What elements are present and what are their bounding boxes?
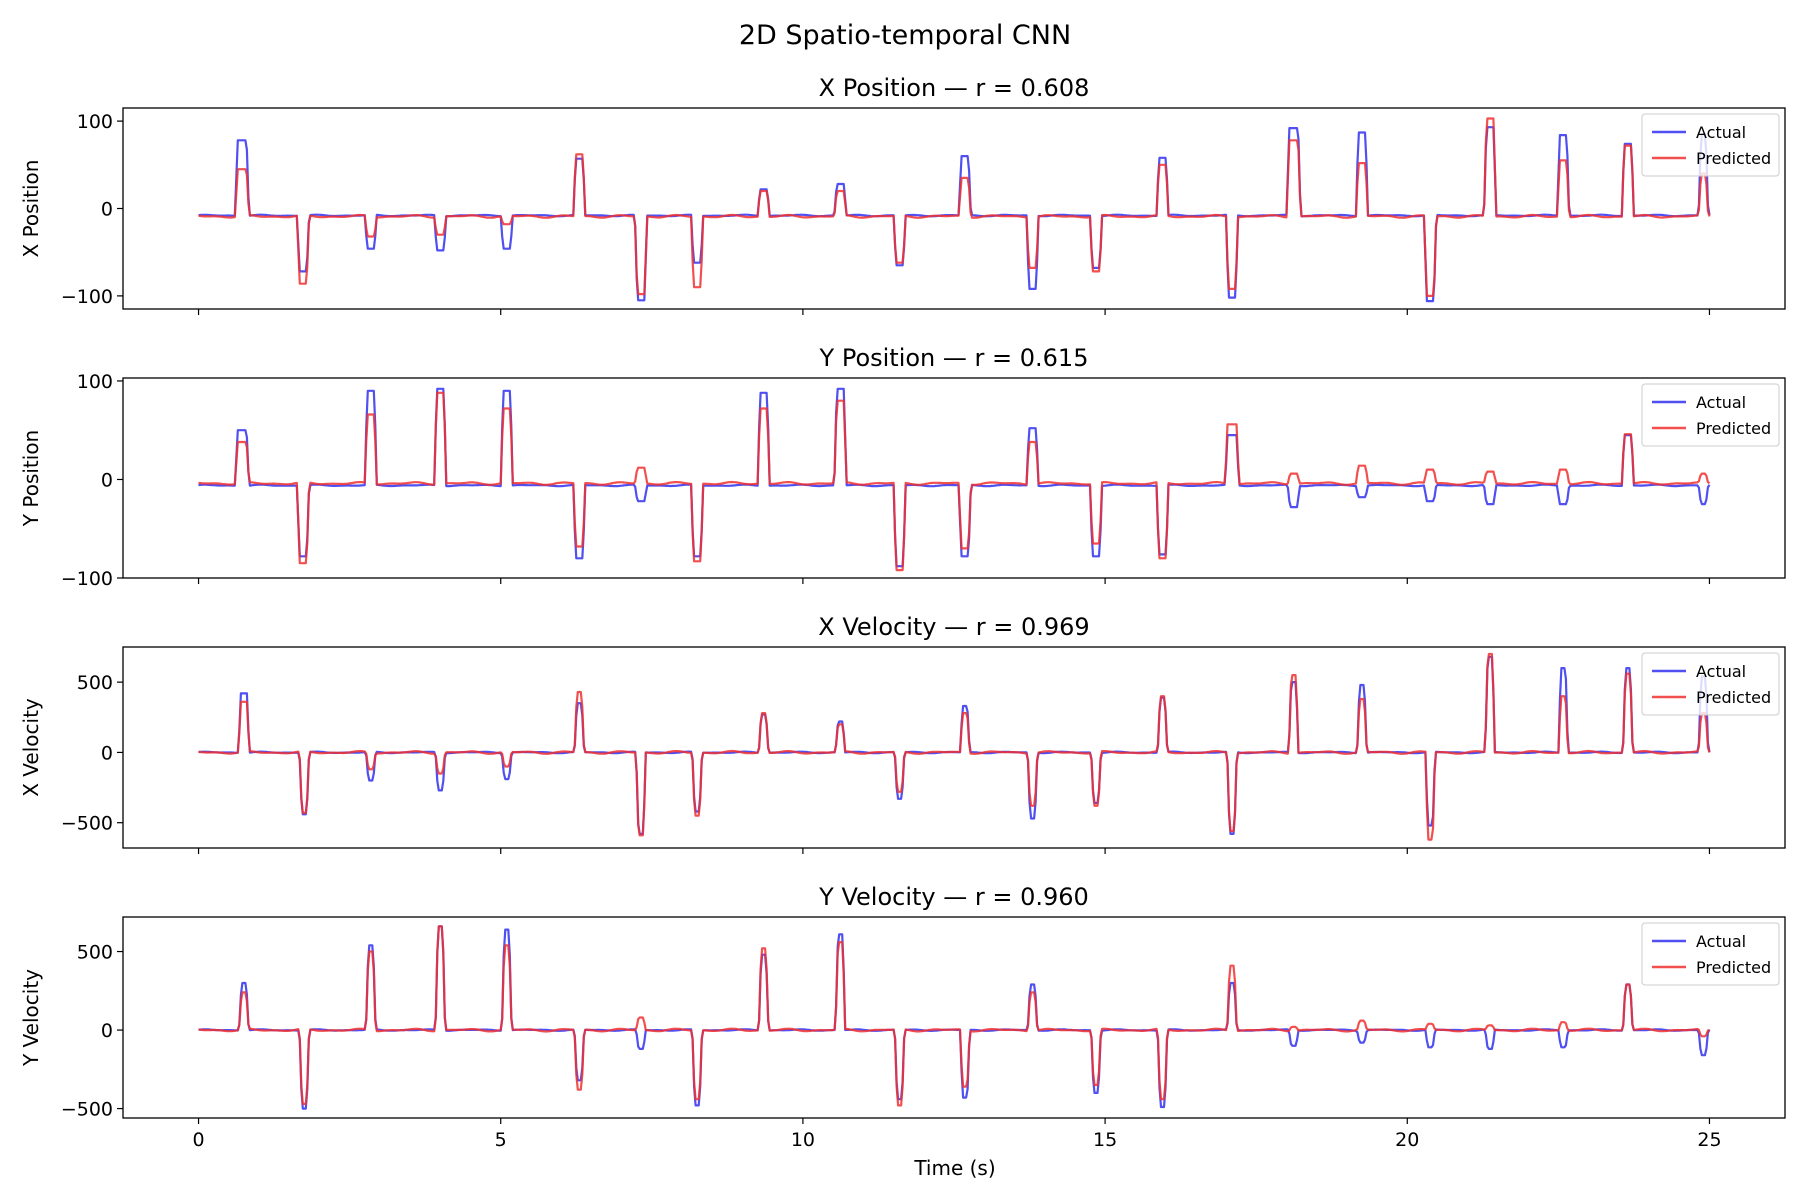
y-axis-label: Y Position bbox=[19, 430, 43, 527]
predicted-line bbox=[198, 117, 1711, 297]
x-tick-label: 15 bbox=[1093, 1129, 1117, 1151]
y-tick-label: 500 bbox=[77, 672, 113, 694]
legend: Actual Predicted bbox=[1641, 922, 1780, 986]
y-tick-label: 100 bbox=[77, 371, 113, 393]
legend-label-predicted: Predicted bbox=[1696, 958, 1771, 977]
legend-label-actual: Actual bbox=[1696, 123, 1746, 142]
y-tick-label: −100 bbox=[61, 286, 113, 308]
y-tick-label: 0 bbox=[101, 1020, 113, 1042]
panel-4: Y Velocity — r = 0.960 −500 0 500 0 5 10 15 20 25… bbox=[19, 883, 1786, 1151]
plot-area bbox=[198, 387, 1711, 572]
legend-box bbox=[1641, 113, 1780, 177]
x-axis-label: Time (s) bbox=[913, 1156, 995, 1180]
x-tick-label: 5 bbox=[495, 1129, 507, 1151]
y-tick-label: −100 bbox=[61, 568, 113, 590]
axes-frame bbox=[122, 377, 1786, 579]
legend-label-actual: Actual bbox=[1696, 662, 1746, 681]
axes-frame bbox=[122, 916, 1786, 1119]
legend: Actual Predicted bbox=[1641, 383, 1780, 447]
panel-title: X Position — r = 0.608 bbox=[819, 74, 1090, 102]
panel-title: Y Velocity — r = 0.960 bbox=[818, 883, 1089, 911]
plot-area bbox=[198, 117, 1711, 303]
legend-label-predicted: Predicted bbox=[1696, 419, 1771, 438]
x-tick-label: 25 bbox=[1697, 1129, 1721, 1151]
y-tick-label: 0 bbox=[101, 199, 113, 221]
y-tick-label: −500 bbox=[61, 1099, 113, 1121]
x-tick-label: 0 bbox=[192, 1129, 204, 1151]
y-axis-label: X Velocity bbox=[19, 698, 43, 797]
panel-3: X Velocity — r = 0.969 −500 0 500 X Velocity… bbox=[19, 613, 1786, 854]
legend-label-predicted: Predicted bbox=[1696, 688, 1771, 707]
legend: Actual Predicted bbox=[1641, 652, 1780, 716]
legend-box bbox=[1641, 652, 1780, 716]
legend-box bbox=[1641, 922, 1780, 986]
panel-title: Y Position — r = 0.615 bbox=[819, 344, 1089, 372]
y-tick-label: −500 bbox=[61, 813, 113, 835]
y-tick-label: 100 bbox=[77, 111, 113, 133]
x-tick-label: 10 bbox=[791, 1129, 815, 1151]
y-tick-label: 0 bbox=[101, 742, 113, 764]
predicted-line bbox=[198, 925, 1710, 1107]
figure-title: 2D Spatio-temporal CNN bbox=[739, 20, 1071, 51]
legend-label-predicted: Predicted bbox=[1696, 149, 1771, 168]
legend: Actual Predicted bbox=[1641, 113, 1780, 177]
y-axis-label: Y Velocity bbox=[19, 969, 43, 1067]
predicted-line bbox=[198, 391, 1711, 572]
x-tick-label: 20 bbox=[1395, 1129, 1419, 1151]
plot-area bbox=[198, 925, 1711, 1110]
axes-frame bbox=[122, 646, 1786, 849]
predicted-line bbox=[198, 652, 1711, 841]
legend-label-actual: Actual bbox=[1696, 393, 1746, 412]
panel-1: X Position — r = 0.608 −100 0 100 X Position… bbox=[19, 74, 1786, 315]
panel-2: Y Position — r = 0.615 −100 0 100 Y Position… bbox=[19, 344, 1786, 590]
y-axis-label: X Position bbox=[19, 160, 43, 258]
y-tick-label: 0 bbox=[101, 469, 113, 491]
legend-label-actual: Actual bbox=[1696, 932, 1746, 951]
plot-area bbox=[198, 652, 1711, 841]
y-tick-label: 500 bbox=[77, 942, 113, 964]
legend-box bbox=[1641, 383, 1780, 447]
panel-title: X Velocity — r = 0.969 bbox=[818, 613, 1089, 641]
